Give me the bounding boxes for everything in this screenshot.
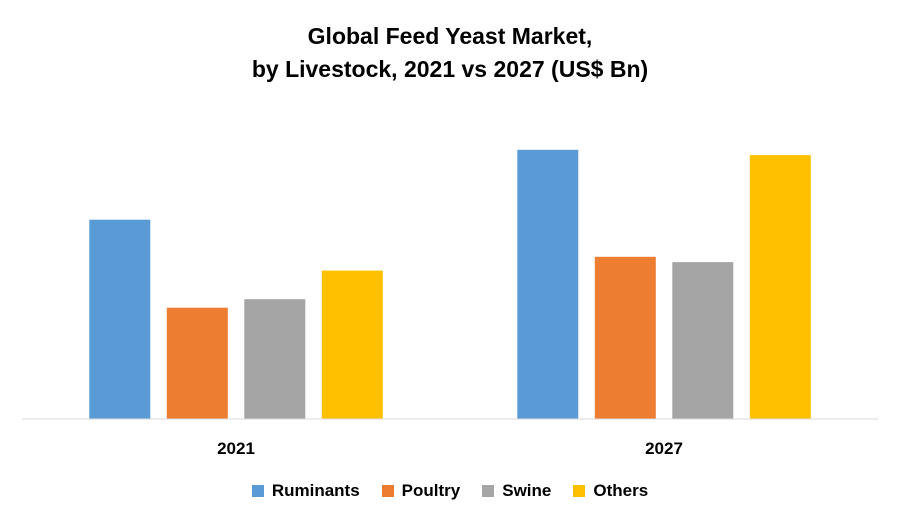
x-tick-label-2021: 2021 <box>217 439 255 458</box>
chart-title-line-1: Global Feed Yeast Market, <box>307 23 593 49</box>
bar-poultry-2027 <box>594 256 656 419</box>
legend-item-swine: Swine <box>482 481 551 501</box>
x-tick-labels: 2021 2027 <box>217 439 683 458</box>
legend-label-others: Others <box>593 481 649 500</box>
legend-swatch-poultry <box>381 485 394 497</box>
x-tick-label-2027: 2027 <box>645 439 683 458</box>
bar-others-2027 <box>749 155 811 419</box>
chart-title-line-2: by Livestock, 2021 vs 2027 (US$ Bn) <box>251 56 649 82</box>
bar-poultry-2021 <box>166 307 228 419</box>
legend-item-ruminants: Ruminants <box>251 481 360 501</box>
legend-label-swine: Swine <box>502 481 552 500</box>
bar-swine-2027 <box>672 262 734 419</box>
bar-ruminants-2027 <box>517 149 579 420</box>
bar-others-2021 <box>321 270 383 419</box>
legend-item-others: Others <box>573 481 648 501</box>
legend-swatch-swine <box>482 485 495 497</box>
legend-label-ruminants: Ruminants <box>271 481 360 500</box>
legend: Ruminants Poultry Swine Others <box>0 481 900 501</box>
legend-item-poultry: Poultry <box>381 481 461 501</box>
legend-label-poultry: Poultry <box>401 481 461 500</box>
bar-ruminants-2021 <box>89 219 151 419</box>
bar-swine-2021 <box>244 299 306 419</box>
legend-swatch-others <box>573 485 586 497</box>
legend-swatch-ruminants <box>251 485 264 497</box>
bars-group <box>89 149 811 420</box>
chart-title: Global Feed Yeast Market, by Livestock, … <box>0 20 900 86</box>
